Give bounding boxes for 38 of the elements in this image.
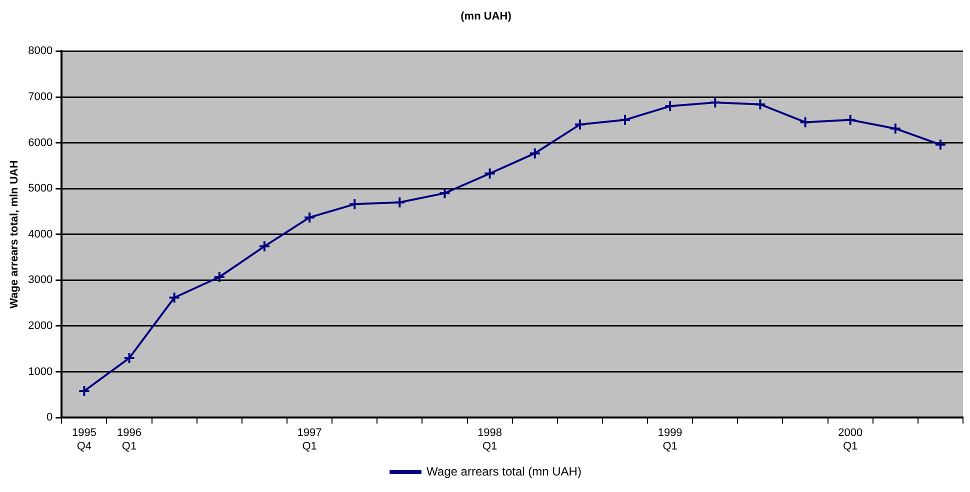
x-tick-label: 1998 Q1 [478,427,502,452]
point [123,352,136,364]
point [528,147,541,160]
legend-label: Wage arrears total (mn UAH) [426,464,582,478]
point [258,240,270,252]
x-tick-label: 1999 Q1 [658,427,682,452]
point [799,116,812,128]
y-tick-label: 0 [46,412,53,424]
point [438,187,451,200]
x-tick-label: 2000 Q1 [838,427,863,452]
point [348,198,361,210]
point [709,96,722,108]
y-tick-label: 4000 [28,228,53,240]
point [934,138,946,151]
y-tick-label: 7000 [28,91,53,104]
x-tick-label: 1996 Q1 [117,427,142,452]
y-tick-label: 2000 [28,320,53,332]
point [304,211,316,224]
point [754,98,766,110]
x-tick-label: 1995 Q4 [72,427,96,452]
y-tick-label: 3000 [28,274,53,286]
point [213,270,226,283]
point [168,292,180,304]
point [889,122,902,135]
point [394,196,406,208]
point [664,100,676,112]
y-tick-label: 1000 [28,366,53,378]
y-tick-label: 8000 [28,45,53,58]
chart-title: (mn UAH) [460,10,512,23]
y-tick-label: 5000 [28,182,53,195]
point [619,114,631,126]
y-axis-title: Wage arrears total, mln UAH [8,160,21,308]
point [484,167,496,180]
x-tick-label: 1997 Q1 [297,427,322,452]
point [574,118,586,130]
y-tick-label: 6000 [28,136,53,149]
point [78,385,90,398]
point [844,114,856,126]
